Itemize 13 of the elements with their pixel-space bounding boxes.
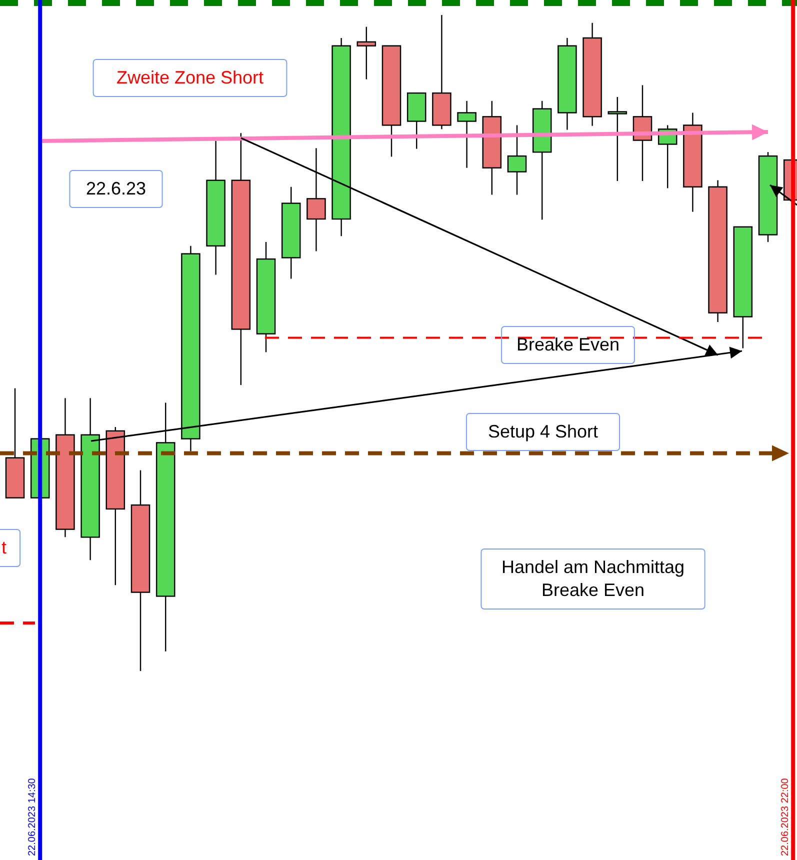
candlestick <box>306 148 326 252</box>
candlestick <box>356 26 376 80</box>
x-tick-label: 22.06.2023 22:00 <box>780 778 792 856</box>
x-tick-label: 22.06.2023 14:30 <box>27 778 38 856</box>
candlestick <box>457 100 476 168</box>
annotation: Zweite Zone Short <box>116 68 264 88</box>
annotation: Setup 4 Short <box>488 422 598 442</box>
annotation: t <box>1 538 7 558</box>
annotation: Handel am Nachmittag Breake Even <box>501 557 685 600</box>
candlestick <box>608 96 628 182</box>
annotation: 22.6.23 <box>86 178 146 198</box>
annotation: Breake Even <box>516 334 620 354</box>
candlestick <box>507 124 527 196</box>
